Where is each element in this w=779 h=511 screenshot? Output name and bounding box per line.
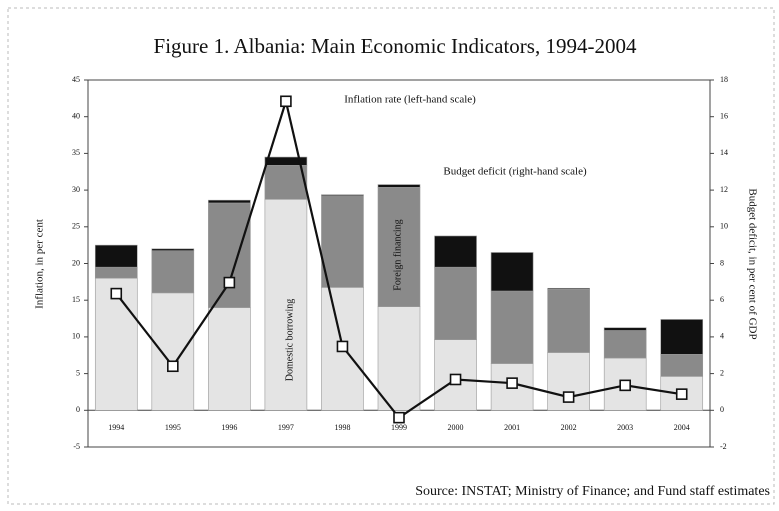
bar-segment bbox=[151, 292, 195, 411]
y2-tick-label: 6 bbox=[720, 295, 724, 304]
bar-segment bbox=[377, 187, 421, 307]
bar-segment bbox=[94, 266, 138, 279]
bar-segment bbox=[151, 248, 195, 251]
y-tick-label: 20 bbox=[72, 258, 80, 267]
series-label: Foreign financing bbox=[392, 219, 403, 290]
annotation: Budget deficit (right-hand scale) bbox=[443, 166, 587, 178]
y-tick-label: 10 bbox=[72, 332, 80, 341]
y2-tick-label: 4 bbox=[720, 332, 724, 341]
y-tick-label: 45 bbox=[72, 75, 80, 84]
bar-segment bbox=[547, 287, 590, 290]
bar-segment bbox=[490, 290, 534, 364]
bar-segment bbox=[151, 250, 195, 294]
y-tick-label: 5 bbox=[76, 368, 80, 377]
bar-segment bbox=[490, 252, 534, 292]
y-tick-label: -5 bbox=[73, 442, 80, 451]
x-tick-label: 1999 bbox=[391, 423, 407, 432]
y-tick-label: 30 bbox=[72, 185, 80, 194]
bar-segment bbox=[208, 202, 251, 308]
bar-segment bbox=[377, 184, 421, 188]
bar-segment bbox=[660, 319, 704, 355]
y2-tick-label: 2 bbox=[720, 368, 724, 377]
chart-title: Figure 1. Albania: Main Economic Indicat… bbox=[154, 34, 637, 58]
bar-segment bbox=[94, 244, 138, 268]
x-tick-label: 1996 bbox=[221, 423, 237, 432]
marker bbox=[280, 95, 292, 108]
y2-tick-label: 10 bbox=[720, 222, 728, 231]
bar-segment bbox=[547, 288, 590, 353]
marker bbox=[562, 391, 575, 403]
bar-segment bbox=[603, 330, 647, 359]
bar-segment bbox=[603, 327, 647, 331]
bar-segment bbox=[434, 235, 477, 268]
y2-tick-label: 16 bbox=[720, 112, 728, 121]
marker bbox=[449, 373, 462, 386]
y2-tick-label: 12 bbox=[720, 185, 728, 194]
bar-segment bbox=[660, 354, 704, 377]
y-tick-label: 0 bbox=[76, 405, 80, 414]
marker bbox=[223, 276, 236, 289]
bar-segment bbox=[94, 277, 138, 411]
bar-segment bbox=[377, 306, 421, 411]
bar-segment bbox=[321, 195, 364, 288]
x-tick-label: 1995 bbox=[165, 423, 181, 432]
y-axis-label: Inflation, in per cent bbox=[34, 219, 46, 309]
x-tick-label: 2003 bbox=[617, 423, 633, 432]
frame bbox=[7, 7, 775, 505]
y-tick-label: 35 bbox=[72, 148, 80, 157]
marker bbox=[110, 287, 123, 300]
y2-tick-label: 0 bbox=[720, 405, 724, 414]
x-tick-label: 2001 bbox=[504, 423, 520, 432]
bar-segment bbox=[208, 199, 251, 204]
y2-tick-label: -2 bbox=[720, 442, 727, 451]
marker bbox=[336, 340, 349, 353]
bar-segment bbox=[321, 194, 364, 196]
marker bbox=[506, 377, 518, 389]
source: Source: INSTAT; Ministry of Finance; and… bbox=[415, 484, 770, 499]
marker bbox=[675, 388, 688, 400]
y2-axis-label: Budget deficit, in per cent of GDP bbox=[746, 188, 758, 339]
y-tick-label: 40 bbox=[72, 112, 80, 121]
y-tick-label: 25 bbox=[72, 222, 80, 231]
marker bbox=[619, 379, 631, 392]
bar-segment bbox=[208, 307, 251, 411]
annotation: Inflation rate (left-hand scale) bbox=[344, 94, 476, 106]
x-tick-label: 2002 bbox=[561, 423, 577, 432]
bar-segment bbox=[264, 165, 308, 200]
marker bbox=[393, 411, 405, 424]
bar-segment bbox=[547, 352, 590, 411]
y2-tick-label: 18 bbox=[720, 75, 728, 84]
x-tick-label: 1994 bbox=[108, 423, 124, 432]
x-tick-label: 1998 bbox=[334, 423, 350, 432]
x-tick-label: 2000 bbox=[448, 423, 464, 432]
x-tick-label: 1997 bbox=[278, 423, 294, 432]
bar-segment bbox=[264, 198, 308, 411]
y-tick-label: 15 bbox=[72, 295, 80, 304]
y2-tick-label: 8 bbox=[720, 258, 724, 267]
bar-segment bbox=[434, 266, 477, 340]
marker bbox=[167, 360, 179, 373]
x-tick-label: 2004 bbox=[674, 423, 690, 432]
series-label: Domestic borrowing bbox=[284, 299, 295, 382]
bar-segment bbox=[264, 156, 308, 166]
y2-tick-label: 14 bbox=[720, 148, 728, 157]
